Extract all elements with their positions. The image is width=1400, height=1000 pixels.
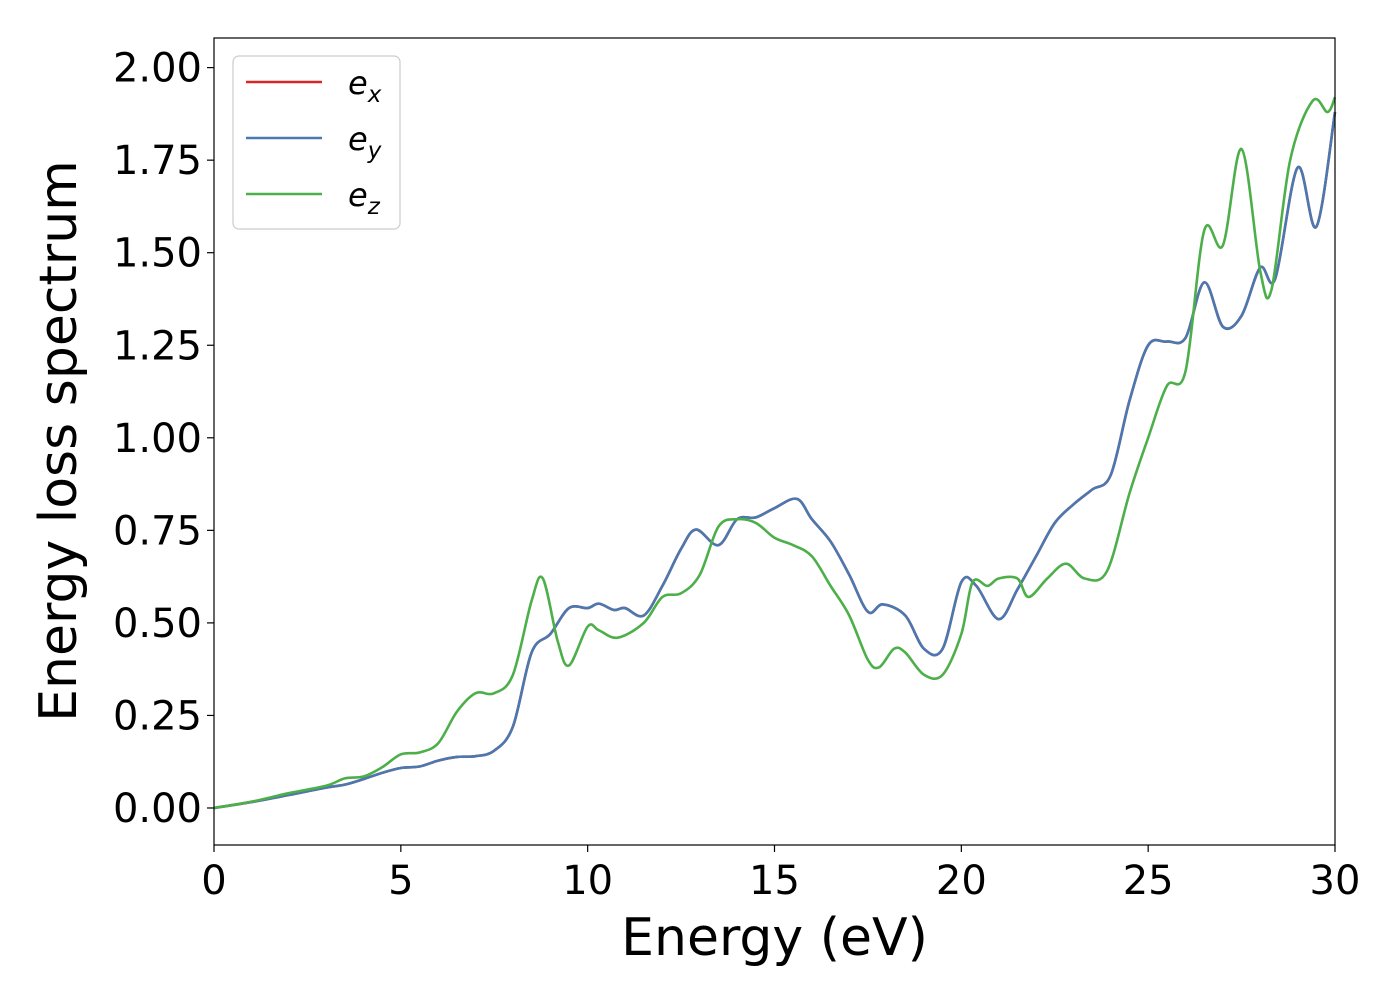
- legend-label-base: e: [348, 64, 368, 102]
- y-axis: 0.00 0.25 0.50 0.75 1.00 1.25 1.50 1.75 2.00: [113, 46, 214, 832]
- legend-label-y: ey: [348, 120, 382, 164]
- y-tick-label: 1.75: [113, 138, 202, 184]
- y-axis-label: Energy loss spectrum: [29, 160, 89, 722]
- x-tick-label: 15: [749, 858, 800, 904]
- series-line-z: [213, 96, 1337, 810]
- x-axis-label: Energy (eV): [621, 908, 928, 968]
- legend-label-base: e: [348, 176, 368, 214]
- y-tick-label: 0.25: [113, 693, 202, 739]
- x-tick-label: 30: [1310, 858, 1361, 904]
- y-tick-label: 1.50: [113, 231, 202, 277]
- y-tick-label: 0.00: [113, 786, 202, 832]
- y-tick-label: 0.50: [113, 601, 202, 647]
- legend-label-base: e: [348, 120, 368, 158]
- legend-label-x: ex: [348, 64, 382, 108]
- series-line-y: [213, 111, 1337, 810]
- y-tick-label: 1.25: [113, 323, 202, 369]
- y-tick-label: 0.75: [113, 508, 202, 554]
- legend-label-subscript: x: [367, 82, 382, 108]
- x-tick-label: 0: [201, 858, 226, 904]
- legend-box: [232, 55, 401, 230]
- x-tick-label: 20: [936, 858, 987, 904]
- x-axis: 0 5 10 15 20 25 30: [201, 845, 1360, 904]
- y-tick-label: 1.00: [113, 416, 202, 462]
- x-tick-label: 25: [1123, 858, 1174, 904]
- x-tick-label: 5: [388, 858, 413, 904]
- series-layer: [213, 96, 1337, 810]
- legend-label-z: ez: [348, 176, 381, 220]
- x-tick-label: 10: [562, 858, 613, 904]
- legend-label-subscript: y: [367, 138, 382, 164]
- legend-label-subscript: z: [367, 194, 381, 220]
- y-tick-label: 2.00: [113, 46, 202, 92]
